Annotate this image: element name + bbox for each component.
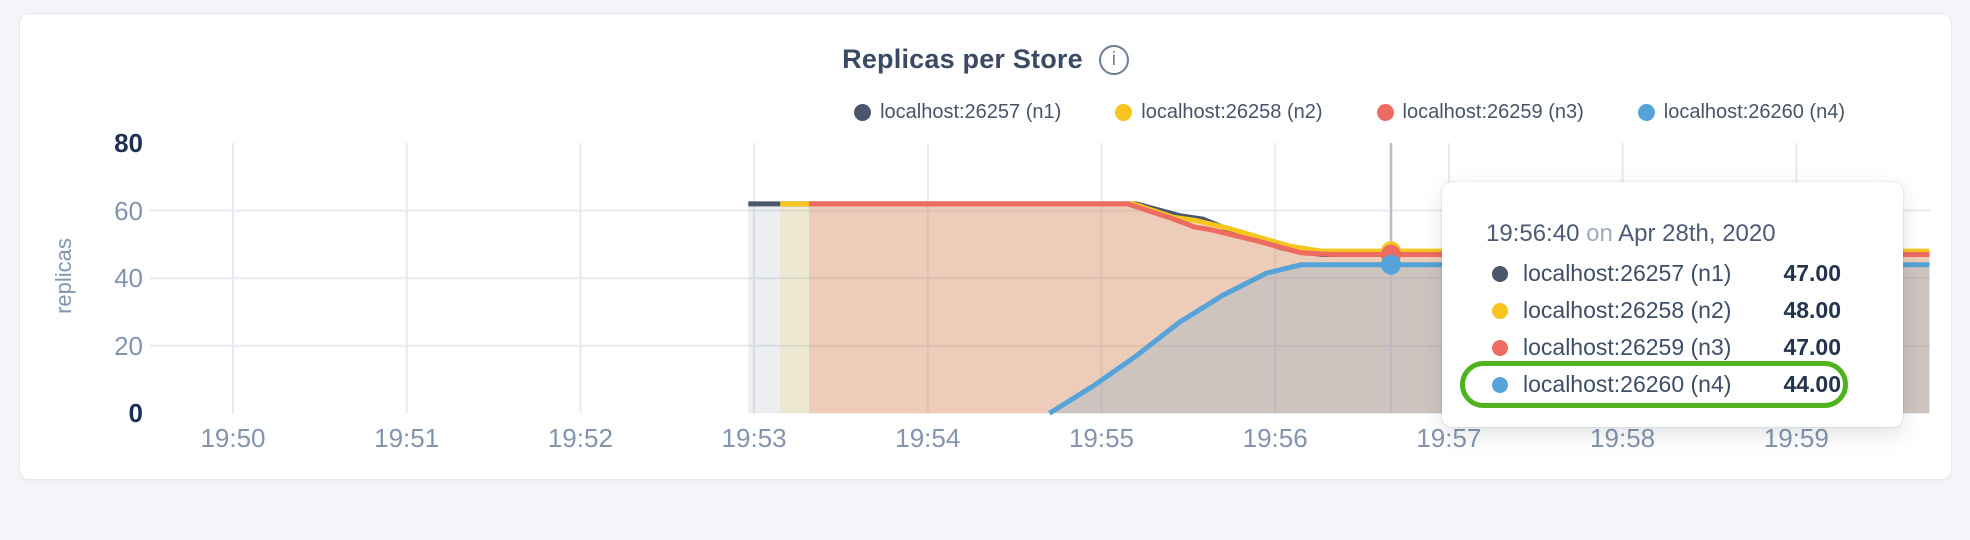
legend-label: localhost:26258 (n2) [1141, 101, 1323, 123]
legend-label: localhost:26257 (n1) [880, 101, 1062, 123]
legend-item[interactable]: localhost:26258 (n2) [1115, 101, 1323, 124]
x-tick-label: 19:56 [1242, 423, 1308, 453]
tooltip-row-dot [1492, 339, 1508, 356]
chart-header: Replicas per Store i [19, 44, 1952, 75]
x-tick-label: 19:50 [200, 423, 266, 453]
tooltip-row-label: localhost:26257 (n1) [1523, 260, 1732, 286]
tooltip-row-value: 47.00 [1783, 334, 1841, 360]
series-line [809, 201, 1930, 258]
tooltip-timestamp: 19:56:40 on Apr 28th, 2020 [1486, 220, 1841, 248]
legend-dot [1115, 104, 1133, 121]
legend-item[interactable]: localhost:26257 (n1) [854, 101, 1061, 124]
x-tick-label: 19:52 [547, 423, 613, 453]
info-icon[interactable]: i [1098, 44, 1129, 75]
tooltip-row-dot [1492, 265, 1508, 282]
x-tick-label: 19:59 [1763, 423, 1829, 453]
y-tick-label: 0 [128, 398, 143, 429]
x-tick-label: 19:58 [1590, 423, 1656, 453]
x-tick-label: 19:53 [721, 423, 787, 453]
hover-dot [1381, 254, 1401, 275]
tooltip-row-dot [1492, 302, 1508, 319]
series-line [1048, 262, 1930, 416]
tooltip-time: 19:56:40 [1486, 220, 1580, 247]
legend-dot [1376, 104, 1394, 121]
x-tick-label: 19:57 [1416, 423, 1482, 453]
tooltip-date: Apr 28th, 2020 [1618, 220, 1776, 247]
x-tick-label: 19:55 [1068, 423, 1135, 453]
legend-label: localhost:26260 (n4) [1663, 101, 1845, 123]
x-tick-label: 19:51 [374, 423, 440, 453]
tooltip-row: localhost:26258 (n2) 48.00 [1486, 292, 1841, 329]
tooltip-row: localhost:26257 (n1) 47.00 [1486, 255, 1841, 292]
tooltip-row-value: 47.00 [1783, 260, 1841, 286]
chart-title: Replicas per Store [842, 44, 1083, 74]
tooltip-row-label: localhost:26260 (n4) [1523, 371, 1732, 397]
tooltip-row-label: localhost:26258 (n2) [1523, 297, 1732, 323]
hover-tooltip: 19:56:40 on Apr 28th, 2020 localhost:262… [1442, 182, 1903, 427]
tooltip-rows: localhost:26257 (n1) 47.00 localhost:26258… [1460, 255, 1848, 408]
legend-item[interactable]: localhost:26260 (n4) [1637, 101, 1845, 124]
legend-label: localhost:26259 (n3) [1402, 101, 1584, 123]
legend-dot [854, 104, 872, 121]
x-tick-label: 19:54 [895, 423, 961, 453]
tooltip-row-value: 44.00 [1783, 371, 1841, 397]
legend: localhost:26257 (n1) localhost:26258 (n2)… [854, 101, 1845, 124]
tooltip-row: localhost:26260 (n4) 44.00 [1460, 361, 1848, 408]
y-tick-label: 20 [114, 330, 143, 361]
tooltip-row-label: localhost:26259 (n3) [1523, 334, 1732, 360]
tooltip-row-dot [1492, 376, 1508, 393]
tooltip-row-value: 48.00 [1783, 297, 1841, 323]
y-tick-label: 40 [114, 263, 143, 294]
tooltip-row: localhost:26259 (n3) 47.00 [1486, 329, 1841, 366]
legend-item[interactable]: localhost:26259 (n3) [1376, 101, 1584, 124]
tooltip-connector: on [1586, 220, 1613, 247]
y-tick-label: 80 [114, 128, 143, 159]
y-tick-label: 60 [114, 195, 143, 226]
legend-dot [1637, 104, 1655, 121]
